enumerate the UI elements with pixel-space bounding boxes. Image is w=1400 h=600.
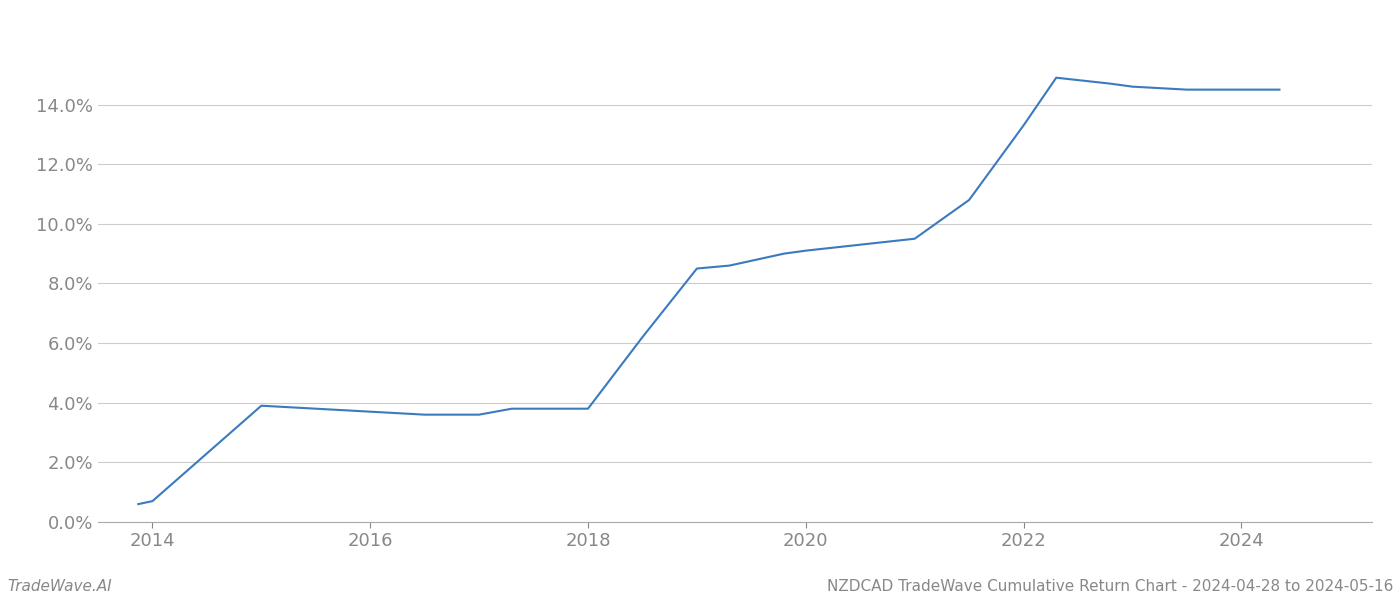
Text: TradeWave.AI: TradeWave.AI <box>7 579 112 594</box>
Text: NZDCAD TradeWave Cumulative Return Chart - 2024-04-28 to 2024-05-16: NZDCAD TradeWave Cumulative Return Chart… <box>826 579 1393 594</box>
